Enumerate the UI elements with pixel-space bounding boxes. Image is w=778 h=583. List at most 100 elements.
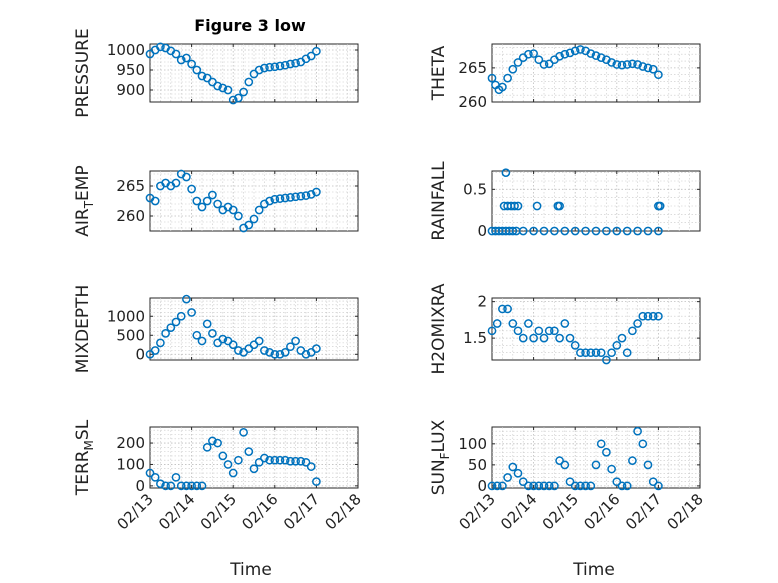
data-point (544, 326, 554, 336)
data-point (312, 187, 321, 197)
data-point (286, 59, 295, 69)
data-point (550, 226, 559, 236)
data-point (591, 348, 601, 358)
data-point (161, 481, 170, 491)
data-point (560, 49, 570, 59)
data-point (648, 477, 658, 487)
data-point (570, 46, 580, 56)
data-point (607, 348, 616, 358)
data-point (197, 71, 207, 81)
data-point (228, 205, 238, 215)
data-point (218, 451, 228, 461)
data-point (570, 341, 580, 350)
data-point (223, 85, 233, 95)
data-point (192, 196, 202, 206)
data-point (570, 226, 580, 236)
data-point (586, 49, 596, 58)
y-axis-label: THETA (429, 45, 449, 101)
y-tick-label: 200 (116, 434, 145, 452)
y-tick-label: 0 (477, 222, 487, 240)
data-point (591, 226, 601, 236)
y-axis-label: PRESSURE (73, 28, 93, 117)
data-point (197, 202, 207, 212)
data-point (306, 51, 316, 61)
data-point (570, 481, 580, 491)
data-point (291, 192, 300, 202)
x-tick-label: 02/17 (622, 490, 665, 533)
data-point (492, 319, 502, 328)
data-point (286, 456, 295, 466)
data-point (596, 439, 606, 449)
data-point (628, 326, 637, 336)
data-point (633, 60, 642, 69)
y-tick-label: 100 (458, 435, 487, 453)
data-point (501, 168, 511, 178)
data-point (270, 62, 280, 72)
data-point (586, 348, 596, 358)
data-point (617, 333, 627, 343)
data-point (612, 60, 622, 69)
data-point (591, 51, 601, 60)
data-point (171, 317, 181, 327)
data-point (539, 226, 549, 236)
y-axis-label: RAINFALL (429, 161, 449, 241)
data-point (539, 481, 549, 491)
data-point (498, 82, 507, 92)
data-point (249, 464, 259, 474)
data-point (291, 336, 300, 346)
data-point (265, 62, 274, 72)
data-point (534, 481, 544, 491)
data-point (643, 311, 653, 321)
data-point (596, 348, 606, 358)
subplot-rainfall: 0 0.5 RAINFALL (429, 161, 701, 241)
data-point (555, 333, 564, 343)
data-point (291, 456, 300, 466)
data-point (576, 348, 585, 358)
y-tick-label: 265 (458, 59, 487, 77)
data-point (550, 481, 559, 491)
data-point (648, 64, 658, 74)
data-point (529, 333, 538, 343)
data-point (187, 308, 196, 317)
data-point (550, 326, 559, 336)
data-point (254, 457, 264, 467)
data-point (306, 462, 316, 471)
data-point (223, 460, 233, 469)
data-point (586, 481, 596, 491)
data-point (529, 49, 538, 58)
subplot-h2omixra: 1.5 2 H2OMIXRA (429, 283, 701, 375)
y-tick-label: 950 (116, 61, 145, 79)
data-point (518, 226, 528, 236)
data-point (518, 477, 528, 487)
data-point (145, 468, 155, 478)
data-point (306, 190, 316, 199)
data-point (301, 349, 311, 359)
y-tick-label: 0 (477, 477, 487, 495)
data-point (487, 73, 497, 83)
data-point (513, 468, 523, 478)
subplot-theta: 260 265 THETA (429, 43, 701, 111)
data-point (508, 319, 518, 328)
data-point (254, 336, 264, 346)
data-point (638, 62, 648, 71)
data-point (192, 330, 202, 340)
data-point (275, 455, 285, 465)
data-point (156, 479, 165, 489)
axes-frame (491, 170, 701, 232)
data-point (555, 201, 564, 211)
data-point (539, 60, 549, 69)
data-point (150, 472, 160, 482)
data-point (622, 348, 632, 358)
y-tick-label: 0.5 (463, 180, 487, 198)
axes-frame (491, 426, 701, 489)
data-point (648, 311, 658, 321)
x-tick-label: 02/18 (664, 490, 707, 533)
data-point (275, 194, 285, 203)
data-point (498, 304, 507, 314)
data-point (150, 196, 160, 206)
data-point (228, 340, 238, 350)
data-point (312, 344, 321, 353)
data-point (244, 220, 254, 230)
data-point (280, 60, 290, 70)
